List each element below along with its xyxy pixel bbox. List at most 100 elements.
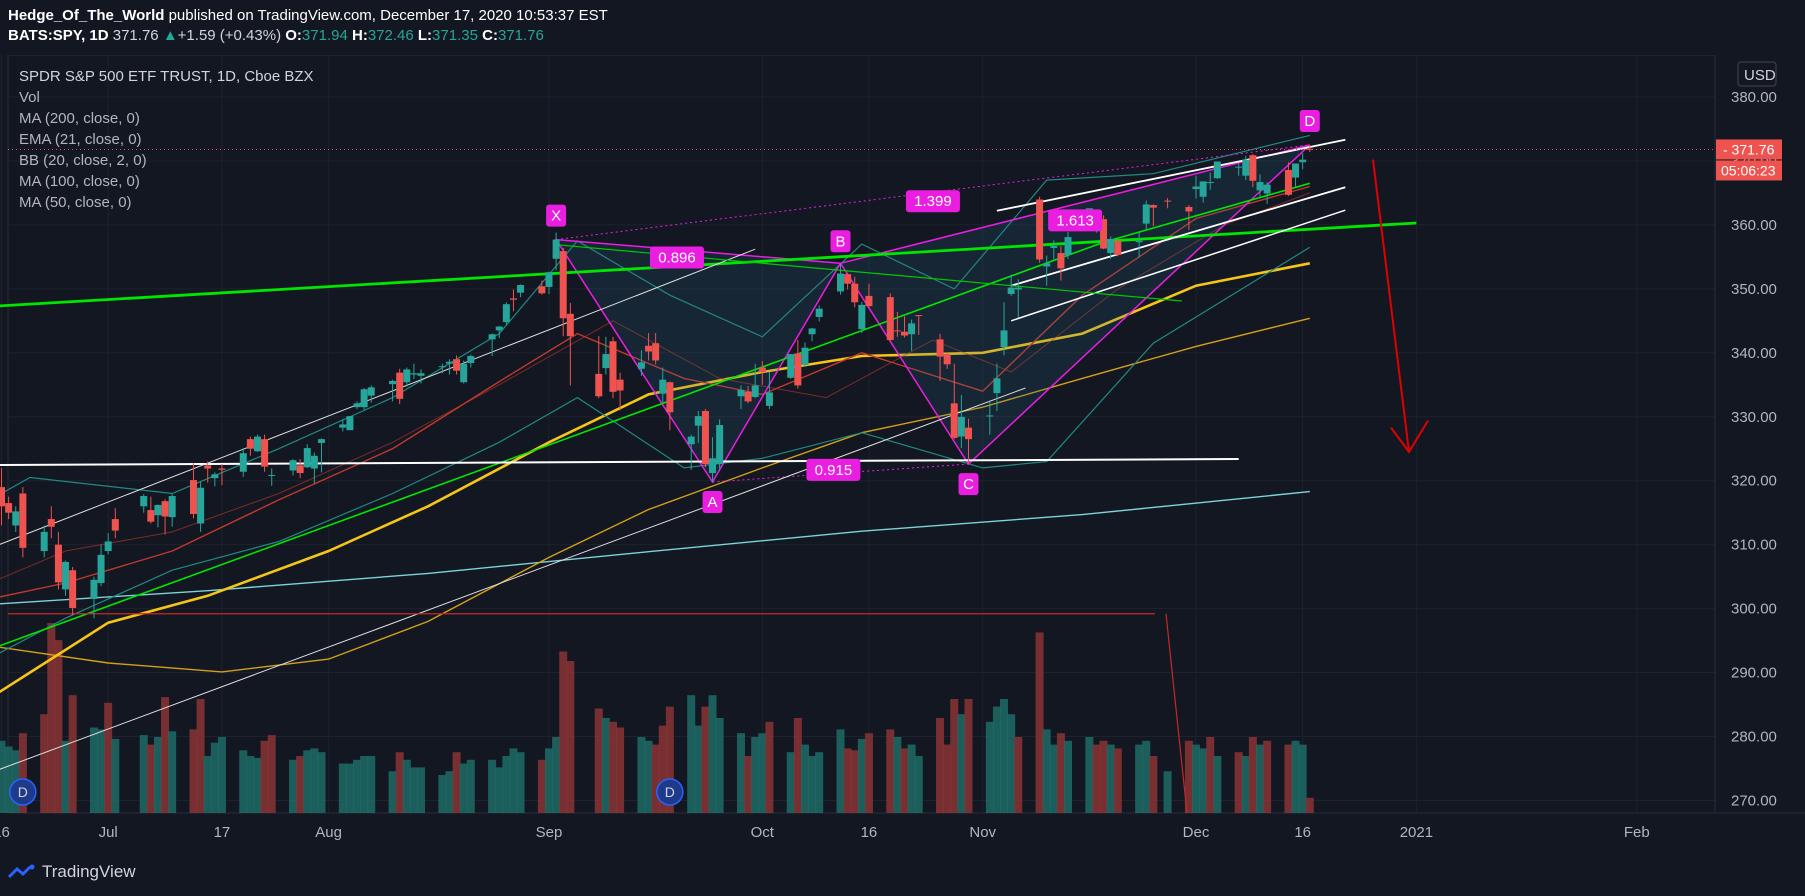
pattern-point-c [958, 473, 979, 496]
volume-bar [850, 750, 859, 813]
candle-body [346, 416, 354, 431]
candle-body [1299, 159, 1307, 163]
volume-bar [914, 756, 923, 813]
candle-body [5, 503, 13, 513]
volume-bar [1064, 740, 1073, 813]
candle-body [19, 493, 27, 548]
change-value: +1.59 (+0.43%) [177, 27, 282, 44]
candle-body [538, 286, 546, 294]
volume-bar [168, 731, 177, 813]
candle-body [161, 501, 169, 517]
candle-body [417, 373, 425, 376]
candle-body [1014, 287, 1022, 290]
countdown-badge [1716, 160, 1782, 181]
volume-bar [310, 748, 319, 813]
candle-body [353, 403, 361, 408]
candle-body [915, 315, 923, 317]
volume-bar [509, 748, 518, 813]
candle-body [154, 505, 162, 516]
tradingview-branding[interactable]: TradingView [8, 862, 136, 882]
candle-body [239, 453, 247, 472]
volume-bar [1192, 744, 1201, 813]
volume-bar [488, 759, 497, 813]
close-value: 371.76 [497, 27, 544, 44]
candle-body [445, 361, 453, 364]
volume-bar [594, 708, 603, 813]
volume-bar [1056, 733, 1065, 813]
legend-volume[interactable]: Vol [19, 89, 40, 106]
currency-box [1737, 61, 1777, 87]
candle-body [794, 353, 802, 386]
y-tick-label: 340.00 [1731, 345, 1777, 362]
volume-bar [1241, 756, 1250, 813]
volume-bar [289, 759, 298, 813]
candle-body [396, 372, 404, 399]
x-tick-label: 17 [214, 824, 231, 841]
volume-bar [1149, 756, 1158, 813]
candle-body [552, 239, 560, 259]
volume-bar [61, 740, 70, 813]
wedge-upper-line [996, 138, 1346, 212]
volume-bar [1284, 744, 1293, 813]
low-label: L: [417, 27, 433, 44]
candle-body [1192, 186, 1200, 190]
candle-body [147, 510, 155, 522]
volume-bar [964, 699, 973, 813]
price-chart[interactable]: 380.00370.00360.00350.00340.00330.00320.… [0, 55, 1805, 855]
projection-arrow-line [1372, 159, 1410, 453]
volume-bar [161, 697, 170, 813]
legend-ema21[interactable]: EMA (21, close, 0) [19, 131, 142, 148]
legend-ma100[interactable]: MA (100, close, 0) [19, 173, 140, 190]
candle-body [1213, 161, 1221, 179]
volume-bar [857, 738, 866, 813]
legend-bb[interactable]: BB (20, close, 2, 0) [19, 152, 147, 169]
candle-body [453, 359, 461, 371]
legend-ma50[interactable]: MA (50, close, 0) [19, 194, 132, 211]
candle-body [616, 379, 624, 391]
low-value: 371.35 [432, 27, 478, 44]
candle-body [815, 308, 823, 317]
volume-bar [992, 706, 1001, 813]
candle-body [1263, 184, 1271, 194]
volume-bar [907, 744, 916, 813]
candle-body [97, 554, 105, 584]
y-tick-label: 380.00 [1731, 89, 1777, 106]
volume-bar [267, 735, 276, 813]
volume-bar [1291, 740, 1300, 813]
volume-bar [111, 738, 120, 813]
x-tick-label: Nov [969, 824, 996, 841]
red-pointer-line [1165, 613, 1188, 814]
volume-bar [452, 752, 461, 813]
candle-body [253, 436, 261, 452]
volume-bar [687, 695, 696, 813]
candle-body [901, 331, 908, 336]
volume-bar [1135, 744, 1144, 813]
volume-bar [985, 721, 994, 813]
candle-body [140, 496, 148, 507]
volume-bar [900, 748, 909, 813]
candle-body [986, 415, 994, 417]
volume-bar [189, 729, 198, 813]
volume-bar [146, 744, 155, 813]
currency-label: USD [1744, 67, 1776, 84]
candle-body [488, 334, 496, 340]
volume-bar [864, 733, 873, 813]
wedge-lower-line [1010, 209, 1346, 322]
volume-bar [1199, 748, 1208, 813]
y-tick-label: 310.00 [1731, 537, 1777, 554]
legend-symbol[interactable]: SPDR S&P 500 ETF TRUST, 1D, Cboe BZX [19, 68, 314, 85]
tradingview-logo-icon [8, 864, 35, 879]
volume-bar [466, 759, 475, 813]
volume-bar [395, 752, 404, 813]
volume-bar [317, 752, 326, 813]
ratio-label: 1.399 [914, 193, 952, 210]
pattern-point-label: A [708, 494, 718, 511]
volume-bar [260, 740, 269, 813]
volume-bar [736, 733, 745, 813]
author-name[interactable]: Hedge_Of_The_World [8, 7, 165, 24]
y-tick-label: 300.00 [1731, 601, 1777, 618]
volume-bar [758, 733, 767, 813]
volume-bar [608, 721, 617, 813]
legend-ma200[interactable]: MA (200, close, 0) [19, 110, 140, 127]
volume-bar [40, 714, 49, 813]
